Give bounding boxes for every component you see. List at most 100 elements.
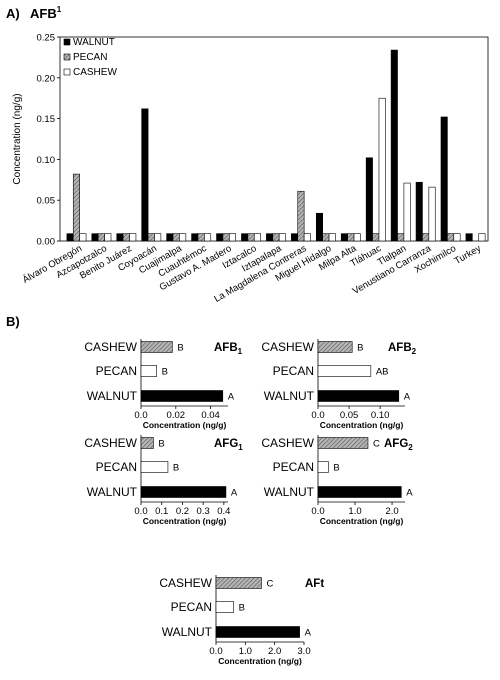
chart-afb1-districts: 0.00 0.05 0.10 0.15 0.20 0.25 Concentration (n…: [12, 33, 489, 305]
panel-b-tag: B): [6, 314, 20, 329]
bar-pecan: [297, 190, 305, 242]
bar-walnut: [340, 233, 348, 242]
bar-pecan: [347, 233, 355, 242]
y-tick-label: 0.05: [37, 196, 56, 207]
bar-walnut: [91, 233, 99, 242]
x-tick-label: 0.3: [197, 506, 210, 517]
bar-cashew: [353, 233, 361, 242]
bar-cashew: [453, 233, 461, 242]
plot-frame: [59, 36, 489, 242]
chart-subtitle-sub: 1: [238, 443, 243, 452]
x-axis-label: Concentration (ng/g): [320, 516, 404, 526]
bar-cashew: [428, 186, 436, 242]
significance-letter: A: [228, 392, 235, 403]
y-tick-label: 0.15: [37, 114, 56, 125]
significance-letter: B: [357, 343, 363, 354]
bar-cashew: [229, 233, 237, 242]
chart-subtitle: AFB1: [214, 342, 243, 356]
bar-walnut: [216, 233, 224, 242]
x-tick-label: 0.2: [176, 506, 189, 517]
bar-walnut: [315, 212, 323, 242]
chart-subtitle-main: AFG: [214, 438, 238, 450]
bar-walnut: [415, 181, 423, 242]
chart-subtitle-sub: 1: [238, 347, 243, 356]
category-label-cashew: CASHEW: [159, 576, 212, 590]
y-tick-label: 0.00: [37, 237, 56, 248]
category-label-pecan: PECAN: [171, 600, 212, 614]
bar-cashew: [303, 233, 311, 242]
category-label-walnut: WALNUT: [264, 485, 315, 499]
x-tick-label: 0.04: [201, 410, 220, 421]
significance-letter: AB: [376, 367, 389, 378]
significance-letter: A: [406, 488, 413, 499]
bar-cashew: [317, 437, 369, 449]
x-category-label: Turkey: [453, 243, 484, 267]
bar-cashew: [403, 182, 411, 242]
bar-walnut: [141, 108, 149, 242]
category-label-pecan: PECAN: [273, 460, 314, 474]
bar-walnut: [317, 390, 400, 402]
significance-letter: B: [239, 603, 245, 614]
bar-walnut: [215, 626, 300, 638]
bar-cashew: [278, 233, 286, 242]
bar-pecan: [215, 601, 234, 613]
bar-cashew: [79, 233, 87, 242]
y-axis-label: Concentration (ng/g): [12, 93, 23, 184]
panel-a-tag: A): [6, 6, 20, 21]
category-label-walnut: WALNUT: [264, 389, 315, 403]
bar-cashew: [478, 233, 486, 242]
category-label-pecan: PECAN: [96, 364, 137, 378]
bar-pecan: [322, 233, 330, 242]
bar-pecan: [247, 233, 255, 242]
bar-cashew: [140, 341, 173, 353]
bar-pecan: [317, 461, 329, 473]
x-axis-label: Concentration (ng/g): [143, 420, 227, 430]
category-label-cashew: CASHEW: [261, 436, 314, 450]
x-tick-label: 3.0: [297, 646, 310, 657]
bar-walnut: [291, 233, 299, 242]
category-label-walnut: WALNUT: [87, 389, 138, 403]
category-label-walnut: WALNUT: [162, 625, 213, 639]
x-tick-label: 1.0: [239, 646, 252, 657]
legend-swatch-walnut: [63, 38, 71, 46]
y-tick-label: 0.10: [37, 155, 56, 166]
bar-pecan: [372, 233, 380, 242]
bar-pecan: [140, 461, 169, 473]
significance-letter: C: [373, 439, 380, 450]
x-tick-label: 2.0: [268, 646, 281, 657]
legend-label-cashew: CASHEW: [73, 67, 117, 78]
x-tick-label: 0.0: [311, 410, 324, 421]
bar-walnut: [465, 233, 473, 242]
bar-walnut: [66, 233, 74, 242]
bar-walnut: [241, 233, 249, 242]
legend-swatch-pecan: [63, 53, 71, 61]
bar-pecan: [147, 233, 155, 242]
category-label-pecan: PECAN: [96, 460, 137, 474]
x-tick-label: 0.0: [209, 646, 222, 657]
chart-subtitle: AFG1: [214, 438, 243, 452]
significance-letter: B: [162, 367, 168, 378]
bar-cashew: [204, 233, 212, 242]
chart-subtitle-main: AFB: [388, 342, 412, 354]
significance-letter: B: [173, 463, 179, 474]
x-tick-label: 0.1: [155, 506, 168, 517]
bar-cashew: [154, 233, 162, 242]
chart-subtitle-main: AFB: [214, 342, 238, 354]
bar-pecan: [222, 233, 230, 242]
category-label-cashew: CASHEW: [84, 340, 137, 354]
bar-pecan: [72, 173, 80, 242]
bar-cashew: [378, 97, 386, 242]
x-tick-label: 1.0: [348, 506, 361, 517]
bar-cashew: [253, 233, 261, 242]
x-tick-label: 0.10: [371, 410, 390, 421]
x-axis-label: Concentration (ng/g): [143, 516, 227, 526]
bar-walnut: [140, 390, 224, 402]
bar-walnut: [317, 486, 402, 498]
legend-swatch-cashew: [63, 68, 71, 76]
significance-letter: B: [333, 463, 339, 474]
